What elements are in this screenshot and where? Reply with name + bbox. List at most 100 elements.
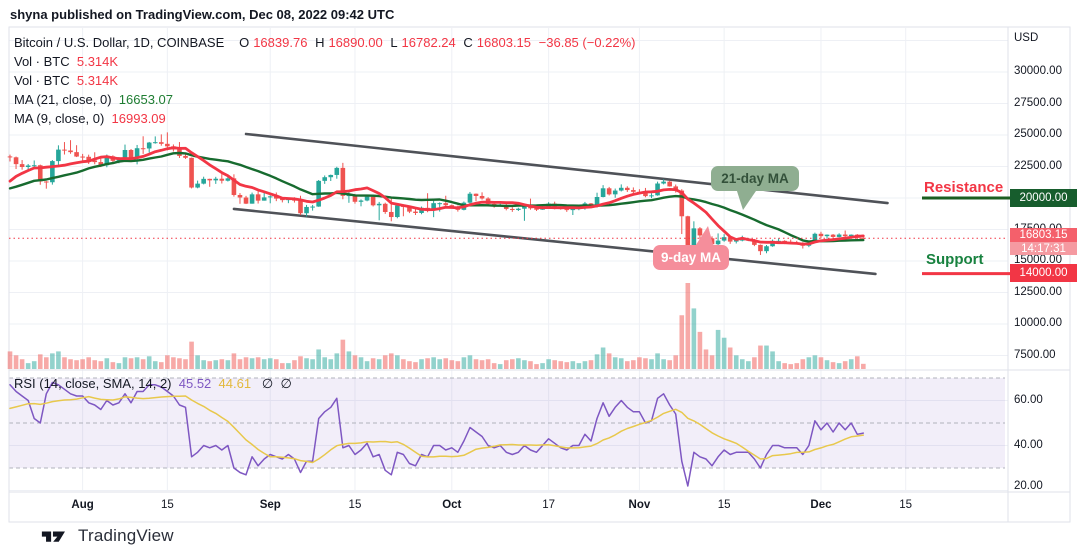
volume-bar bbox=[195, 355, 200, 369]
volume-row[interactable]: Vol · BTC 5.314K bbox=[14, 71, 640, 90]
rsi-legend[interactable]: RSI (14, close, SMA, 14, 2) 45.52 44.61 … bbox=[14, 376, 292, 392]
candle-body bbox=[685, 216, 691, 250]
volume-bar bbox=[310, 359, 315, 369]
volume-bar bbox=[800, 359, 806, 369]
time-axis-label: 15 bbox=[899, 499, 913, 511]
candle-body bbox=[267, 196, 273, 198]
volume-bar bbox=[661, 359, 666, 369]
volume-bar bbox=[243, 357, 249, 369]
volume-bar bbox=[237, 359, 243, 369]
price-axis-label: 12500.00 bbox=[1014, 285, 1062, 298]
volume-bar bbox=[600, 347, 606, 369]
ma9-value: 16993.09 bbox=[111, 111, 166, 126]
volume-bar bbox=[146, 356, 152, 369]
candle-body bbox=[50, 161, 55, 183]
volume-bar bbox=[631, 360, 636, 369]
volume-bar bbox=[340, 339, 346, 369]
volume-bar bbox=[292, 360, 297, 369]
candle-body bbox=[625, 187, 630, 191]
volume-bar bbox=[812, 355, 818, 369]
volume-bar bbox=[298, 356, 303, 369]
time-axis-label: Oct bbox=[442, 499, 462, 511]
volume-bar bbox=[165, 355, 170, 369]
volume-bar bbox=[159, 362, 164, 369]
candle-body bbox=[516, 208, 521, 210]
volume-bar bbox=[503, 360, 509, 369]
volume-bar bbox=[171, 357, 176, 369]
candle-body bbox=[44, 181, 49, 183]
ma9-row[interactable]: MA (9, close, 0) 16993.09 bbox=[14, 109, 640, 128]
tradingview-logo-text: TradingView bbox=[78, 526, 174, 545]
volume-bar bbox=[68, 359, 73, 369]
volume-bar bbox=[37, 354, 43, 369]
candle-body bbox=[715, 240, 721, 245]
volume-bar bbox=[709, 355, 715, 369]
candle-body bbox=[612, 190, 618, 195]
candle-body bbox=[346, 195, 352, 197]
volume-bar bbox=[219, 359, 225, 369]
candle-body bbox=[37, 165, 43, 182]
candle-body bbox=[376, 203, 382, 206]
candle-body bbox=[80, 156, 85, 158]
candle-body bbox=[140, 148, 146, 150]
volume-bar bbox=[74, 360, 79, 369]
volume-value: 5.314K bbox=[76, 73, 119, 88]
volume-bar bbox=[758, 345, 763, 369]
candle-body bbox=[510, 208, 515, 210]
volume-bar bbox=[455, 361, 461, 369]
candle-body bbox=[727, 237, 733, 242]
volume-bar bbox=[110, 362, 116, 369]
volume-bar bbox=[594, 354, 600, 369]
candle-body bbox=[739, 239, 745, 241]
candle-body bbox=[352, 195, 358, 202]
price-axis-label: 30000.00 bbox=[1014, 65, 1062, 77]
candle-body bbox=[68, 150, 73, 153]
ma21-value: 16653.07 bbox=[118, 92, 174, 107]
resistance-label: Resistance bbox=[924, 179, 1004, 196]
volume-bar bbox=[497, 364, 503, 369]
volume-bar bbox=[806, 357, 812, 369]
published-line: shyna published on TradingView.com, Dec … bbox=[10, 7, 395, 22]
volume-bar bbox=[128, 358, 134, 369]
volume-bar bbox=[425, 358, 430, 369]
volume-bar bbox=[201, 360, 206, 369]
ma9-callout-tail bbox=[694, 226, 714, 248]
candle-body bbox=[861, 237, 866, 239]
symbol-ohlc-row[interactable]: Bitcoin / U.S. Dollar, 1D, COINBASE O 168… bbox=[14, 33, 640, 52]
candle-body bbox=[479, 195, 485, 199]
volume-bar bbox=[649, 359, 654, 369]
ma21-row[interactable]: MA (21, close, 0) 16653.07 bbox=[14, 90, 640, 109]
tradingview-logo[interactable]: TradingView bbox=[38, 526, 174, 546]
candle-body bbox=[618, 187, 624, 191]
volume-bar bbox=[407, 361, 412, 369]
volume-bar bbox=[679, 315, 685, 369]
channel-lower-trendline bbox=[232, 207, 877, 276]
volume-bar bbox=[316, 349, 321, 369]
candle-body bbox=[122, 149, 128, 158]
time-axis-label: Nov bbox=[628, 499, 651, 511]
volume-bar bbox=[255, 357, 261, 369]
candle-body bbox=[159, 142, 164, 144]
candle-body bbox=[758, 244, 763, 252]
candle-body bbox=[667, 181, 672, 187]
candle-body bbox=[328, 174, 334, 178]
volume-bar bbox=[788, 364, 794, 369]
close-label: C bbox=[463, 35, 473, 50]
price-axis-label: 27500.00 bbox=[1014, 96, 1062, 109]
volume-bar bbox=[510, 359, 515, 369]
candle-body bbox=[237, 194, 243, 198]
volume-bar bbox=[358, 357, 364, 369]
candle-body bbox=[92, 160, 98, 163]
candle-body bbox=[231, 178, 237, 195]
candle-body bbox=[56, 149, 61, 162]
candle-body bbox=[7, 156, 13, 158]
candle-body bbox=[382, 203, 388, 212]
candle-body bbox=[570, 208, 576, 211]
open-label: O bbox=[239, 35, 250, 50]
volume-bar bbox=[413, 362, 418, 369]
volume-bar bbox=[540, 363, 545, 369]
price-axis-label: 15000.00 bbox=[1014, 254, 1062, 266]
volume-row[interactable]: Vol · BTC 5.314K bbox=[14, 52, 640, 71]
candle-body bbox=[473, 193, 479, 196]
